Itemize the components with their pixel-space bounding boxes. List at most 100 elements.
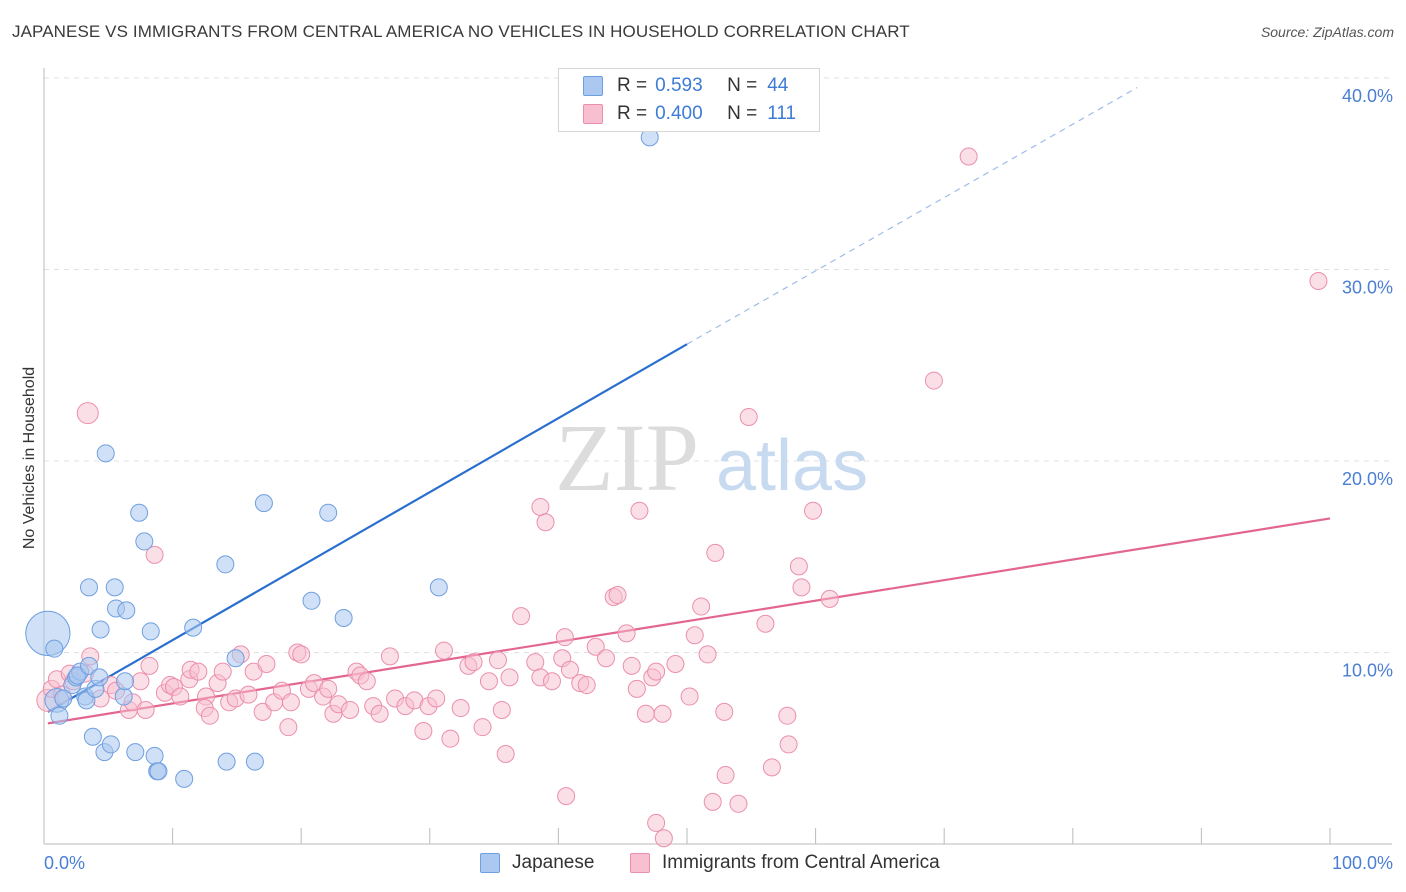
point-immigrants <box>653 704 672 723</box>
legend-swatch-immigrants <box>583 104 603 124</box>
point-japanese <box>96 444 115 463</box>
point-immigrants <box>654 829 673 848</box>
point-immigrants <box>692 597 711 616</box>
point-japanese <box>226 649 245 668</box>
point-immigrants <box>531 497 550 516</box>
point-immigrants <box>716 766 735 785</box>
y-tick-label: 20.0% <box>1342 469 1393 489</box>
point-immigrants <box>492 700 511 719</box>
point-immigrants <box>189 662 208 681</box>
point-japanese <box>80 656 99 675</box>
point-immigrants <box>140 656 159 675</box>
point-immigrants <box>473 718 492 737</box>
point-japanese <box>80 578 99 597</box>
point-immigrants <box>292 645 311 664</box>
y-tick-label: 10.0% <box>1342 661 1393 681</box>
point-immigrants <box>820 589 839 608</box>
point-immigrants <box>464 653 483 672</box>
point-japanese <box>83 727 102 746</box>
legend-swatch-japanese <box>583 76 603 96</box>
point-immigrants <box>577 676 596 695</box>
point-immigrants <box>239 685 258 704</box>
point-japanese <box>126 743 145 762</box>
legend-r-label: R = <box>617 75 648 96</box>
point-immigrants <box>500 668 519 687</box>
point-japanese <box>91 620 110 639</box>
point-japanese <box>429 578 448 597</box>
legend-swatch-immigrants <box>630 853 650 873</box>
legend-row-japanese: R = 0.593 N = 44 <box>583 73 788 99</box>
legend-n-value: 44 <box>767 75 789 96</box>
point-immigrants <box>488 651 507 670</box>
legend-n-label: N = <box>727 103 758 124</box>
point-immigrants <box>636 704 655 723</box>
point-immigrants <box>622 656 641 675</box>
point-japanese <box>45 639 64 658</box>
point-immigrants <box>647 662 666 681</box>
point-japanese <box>114 687 133 706</box>
point-immigrants <box>779 735 798 754</box>
point-immigrants <box>804 501 823 520</box>
grid-lines <box>44 77 1392 653</box>
legend-r-label: R = <box>617 103 648 124</box>
trend-line-japanese-extension <box>686 87 1138 345</box>
point-immigrants <box>596 649 615 668</box>
point-immigrants <box>479 672 498 691</box>
point-immigrants <box>762 758 781 777</box>
point-immigrants <box>542 672 561 691</box>
point-immigrants <box>200 706 219 725</box>
y-tick-label: 40.0% <box>1342 86 1393 106</box>
point-immigrants <box>281 693 300 712</box>
y-tick-label: 30.0% <box>1342 278 1393 298</box>
point-immigrants <box>715 702 734 721</box>
point-immigrants <box>380 647 399 666</box>
point-immigrants <box>536 513 555 532</box>
point-immigrants <box>496 744 515 763</box>
data-points <box>25 128 1328 848</box>
legend-swatch-japanese <box>480 853 500 873</box>
point-immigrants <box>924 371 943 390</box>
point-japanese <box>50 706 69 725</box>
point-japanese <box>184 618 203 637</box>
point-immigrants <box>685 626 704 645</box>
point-japanese <box>130 503 149 522</box>
point-immigrants <box>171 687 190 706</box>
point-immigrants <box>357 672 376 691</box>
trend-line-immigrants <box>47 517 1331 725</box>
legend-stats: R = 0.593 N = 44 R = 0.400 N = 111 <box>558 68 820 132</box>
point-japanese <box>101 735 120 754</box>
point-japanese <box>145 746 164 765</box>
x-tick-label: 100.0% <box>1332 853 1393 873</box>
point-immigrants <box>560 660 579 679</box>
point-immigrants <box>279 718 298 737</box>
legend-row-immigrants: R = 0.400 N = 111 <box>583 101 796 127</box>
point-immigrants <box>557 787 576 806</box>
point-immigrants <box>959 147 978 166</box>
point-japanese <box>245 752 264 771</box>
point-japanese <box>105 578 124 597</box>
point-immigrants <box>213 662 232 681</box>
point-immigrants <box>427 689 446 708</box>
point-immigrants <box>617 624 636 643</box>
trend-lines <box>47 87 1331 725</box>
point-immigrants <box>1309 271 1328 290</box>
point-immigrants <box>441 729 460 748</box>
point-immigrants <box>451 699 470 718</box>
y-axis-label: No Vehicles in Household <box>21 367 38 549</box>
legend-series: Japanese Immigrants from Central America <box>0 852 1406 878</box>
point-immigrants <box>706 543 725 562</box>
point-immigrants <box>131 672 150 691</box>
point-immigrants <box>257 654 276 673</box>
point-immigrants <box>739 407 758 426</box>
point-japanese <box>68 666 87 685</box>
legend-r-value: 0.593 <box>655 75 703 96</box>
point-japanese <box>216 555 235 574</box>
legend-label-japanese: Japanese <box>512 852 595 873</box>
point-japanese <box>334 609 353 628</box>
watermark-zip: ZIP <box>555 404 699 511</box>
watermark-atlas: atlas <box>716 426 868 506</box>
legend-item-immigrants: Immigrants from Central America <box>630 852 940 874</box>
point-immigrants <box>370 704 389 723</box>
watermark: ZIP atlas <box>555 404 868 511</box>
